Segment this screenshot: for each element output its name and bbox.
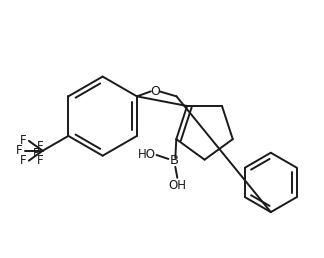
Text: B: B [170,155,179,167]
Text: OH: OH [168,179,186,192]
Text: HO: HO [138,149,156,162]
Text: F: F [32,147,39,160]
Text: F: F [20,134,27,147]
Text: F: F [36,140,43,153]
Text: F: F [16,144,23,157]
Text: F: F [36,154,43,167]
Text: O: O [150,85,160,98]
Text: F: F [20,154,27,167]
